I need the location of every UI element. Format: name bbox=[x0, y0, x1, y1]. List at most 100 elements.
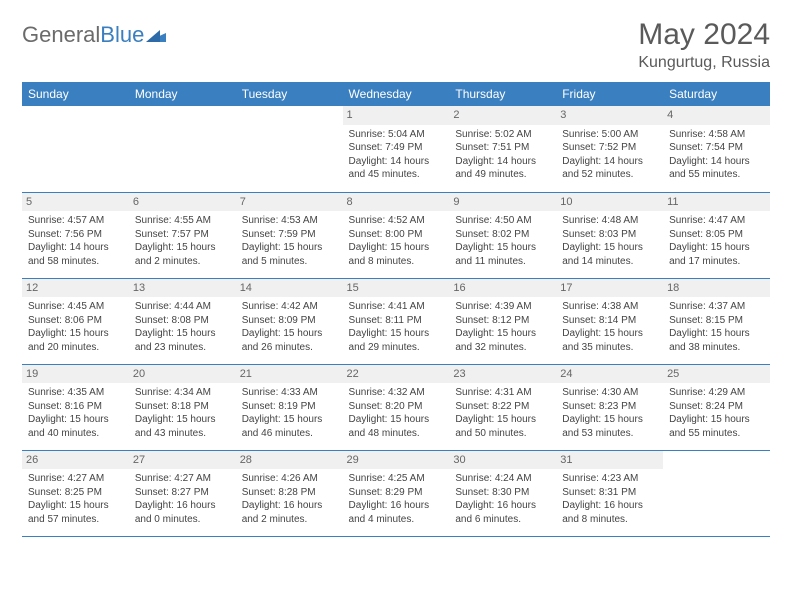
sunrise-line: Sunrise: 4:29 AM bbox=[669, 386, 764, 400]
sunset-line: Sunset: 8:12 PM bbox=[455, 314, 550, 328]
sunset-line: Sunset: 7:57 PM bbox=[135, 228, 230, 242]
day-number: 14 bbox=[236, 279, 343, 298]
sunset-line: Sunset: 8:30 PM bbox=[455, 486, 550, 500]
sunset-line: Sunset: 7:52 PM bbox=[562, 141, 657, 155]
daylight-line: Daylight: 15 hours and 48 minutes. bbox=[349, 413, 444, 440]
calendar-day: 9Sunrise: 4:50 AMSunset: 8:02 PMDaylight… bbox=[449, 192, 556, 278]
sunset-line: Sunset: 8:19 PM bbox=[242, 400, 337, 414]
calendar-week: ...1Sunrise: 5:04 AMSunset: 7:49 PMDayli… bbox=[22, 106, 770, 192]
day-number: 3 bbox=[556, 106, 663, 125]
daylight-line: Daylight: 16 hours and 4 minutes. bbox=[349, 499, 444, 526]
sunset-line: Sunset: 7:49 PM bbox=[349, 141, 444, 155]
sunset-line: Sunset: 7:51 PM bbox=[455, 141, 550, 155]
day-number: 31 bbox=[556, 451, 663, 470]
daylight-line: Daylight: 16 hours and 8 minutes. bbox=[562, 499, 657, 526]
day-number: 17 bbox=[556, 279, 663, 298]
daylight-line: Daylight: 15 hours and 35 minutes. bbox=[562, 327, 657, 354]
sunset-line: Sunset: 8:23 PM bbox=[562, 400, 657, 414]
day-number: 25 bbox=[663, 365, 770, 384]
calendar-day: 12Sunrise: 4:45 AMSunset: 8:06 PMDayligh… bbox=[22, 278, 129, 364]
sunset-line: Sunset: 8:08 PM bbox=[135, 314, 230, 328]
daylight-line: Daylight: 15 hours and 57 minutes. bbox=[28, 499, 123, 526]
brand-part1: General bbox=[22, 22, 100, 48]
weekday-header: Tuesday bbox=[236, 82, 343, 106]
title-block: May 2024 Kungurtug, Russia bbox=[638, 18, 770, 72]
calendar-header: SundayMondayTuesdayWednesdayThursdayFrid… bbox=[22, 82, 770, 106]
day-number: 19 bbox=[22, 365, 129, 384]
sunset-line: Sunset: 8:00 PM bbox=[349, 228, 444, 242]
sunrise-line: Sunrise: 4:30 AM bbox=[562, 386, 657, 400]
calendar-day: 5Sunrise: 4:57 AMSunset: 7:56 PMDaylight… bbox=[22, 192, 129, 278]
day-number: 4 bbox=[663, 106, 770, 125]
day-number: 26 bbox=[22, 451, 129, 470]
daylight-line: Daylight: 16 hours and 0 minutes. bbox=[135, 499, 230, 526]
calendar-day: 4Sunrise: 4:58 AMSunset: 7:54 PMDaylight… bbox=[663, 106, 770, 192]
calendar-day: 14Sunrise: 4:42 AMSunset: 8:09 PMDayligh… bbox=[236, 278, 343, 364]
sunset-line: Sunset: 8:27 PM bbox=[135, 486, 230, 500]
sunrise-line: Sunrise: 4:38 AM bbox=[562, 300, 657, 314]
daylight-line: Daylight: 15 hours and 32 minutes. bbox=[455, 327, 550, 354]
weekday-header: Wednesday bbox=[343, 82, 450, 106]
sunset-line: Sunset: 8:06 PM bbox=[28, 314, 123, 328]
calendar-day: . bbox=[663, 450, 770, 536]
calendar-day: 3Sunrise: 5:00 AMSunset: 7:52 PMDaylight… bbox=[556, 106, 663, 192]
sunrise-line: Sunrise: 4:35 AM bbox=[28, 386, 123, 400]
sunset-line: Sunset: 8:25 PM bbox=[28, 486, 123, 500]
day-number: 23 bbox=[449, 365, 556, 384]
daylight-line: Daylight: 15 hours and 38 minutes. bbox=[669, 327, 764, 354]
calendar-day: 2Sunrise: 5:02 AMSunset: 7:51 PMDaylight… bbox=[449, 106, 556, 192]
calendar-day: 31Sunrise: 4:23 AMSunset: 8:31 PMDayligh… bbox=[556, 450, 663, 536]
sunrise-line: Sunrise: 4:27 AM bbox=[28, 472, 123, 486]
daylight-line: Daylight: 15 hours and 14 minutes. bbox=[562, 241, 657, 268]
sunset-line: Sunset: 7:59 PM bbox=[242, 228, 337, 242]
sunset-line: Sunset: 8:22 PM bbox=[455, 400, 550, 414]
sunrise-line: Sunrise: 4:34 AM bbox=[135, 386, 230, 400]
daylight-line: Daylight: 14 hours and 49 minutes. bbox=[455, 155, 550, 182]
sunrise-line: Sunrise: 4:45 AM bbox=[28, 300, 123, 314]
sunset-line: Sunset: 8:31 PM bbox=[562, 486, 657, 500]
daylight-line: Daylight: 15 hours and 55 minutes. bbox=[669, 413, 764, 440]
calendar-day: 26 Sunrise: 4:27 AMSunset: 8:25 PMDayligh… bbox=[22, 450, 129, 536]
sunset-line: Sunset: 7:56 PM bbox=[28, 228, 123, 242]
calendar-day: 13Sunrise: 4:44 AMSunset: 8:08 PMDayligh… bbox=[129, 278, 236, 364]
location: Kungurtug, Russia bbox=[638, 54, 770, 72]
calendar-week: 5Sunrise: 4:57 AMSunset: 7:56 PMDaylight… bbox=[22, 192, 770, 278]
daylight-line: Daylight: 15 hours and 40 minutes. bbox=[28, 413, 123, 440]
sunset-line: Sunset: 8:28 PM bbox=[242, 486, 337, 500]
daylight-line: Daylight: 16 hours and 2 minutes. bbox=[242, 499, 337, 526]
daylight-line: Daylight: 15 hours and 23 minutes. bbox=[135, 327, 230, 354]
calendar-day: 1Sunrise: 5:04 AMSunset: 7:49 PMDaylight… bbox=[343, 106, 450, 192]
sunrise-line: Sunrise: 4:26 AM bbox=[242, 472, 337, 486]
daylight-line: Daylight: 15 hours and 5 minutes. bbox=[242, 241, 337, 268]
weekday-header: Saturday bbox=[663, 82, 770, 106]
day-number: 16 bbox=[449, 279, 556, 298]
page-title: May 2024 bbox=[638, 18, 770, 52]
calendar-week: 12Sunrise: 4:45 AMSunset: 8:06 PMDayligh… bbox=[22, 278, 770, 364]
calendar-day: 17 Sunrise: 4:38 AMSunset: 8:14 PMDayligh… bbox=[556, 278, 663, 364]
calendar-day: 29Sunrise: 4:25 AMSunset: 8:29 PMDayligh… bbox=[343, 450, 450, 536]
day-number: 7 bbox=[236, 193, 343, 212]
brand-part2: Blue bbox=[100, 22, 144, 48]
sunset-line: Sunset: 8:03 PM bbox=[562, 228, 657, 242]
calendar-day: 21Sunrise: 4:33 AMSunset: 8:19 PMDayligh… bbox=[236, 364, 343, 450]
sunrise-line: Sunrise: 4:39 AM bbox=[455, 300, 550, 314]
sunrise-line: Sunrise: 4:58 AM bbox=[669, 128, 764, 142]
day-number: 9 bbox=[449, 193, 556, 212]
daylight-line: Daylight: 15 hours and 50 minutes. bbox=[455, 413, 550, 440]
sunset-line: Sunset: 8:16 PM bbox=[28, 400, 123, 414]
sunrise-line: Sunrise: 4:33 AM bbox=[242, 386, 337, 400]
sunset-line: Sunset: 8:14 PM bbox=[562, 314, 657, 328]
day-number: 18 bbox=[663, 279, 770, 298]
calendar-day: 24Sunrise: 4:30 AMSunset: 8:23 PMDayligh… bbox=[556, 364, 663, 450]
calendar-day: 11Sunrise: 4:47 AMSunset: 8:05 PMDayligh… bbox=[663, 192, 770, 278]
sunrise-line: Sunrise: 4:31 AM bbox=[455, 386, 550, 400]
calendar-week: 19Sunrise: 4:35 AMSunset: 8:16 PMDayligh… bbox=[22, 364, 770, 450]
sunrise-line: Sunrise: 4:47 AM bbox=[669, 214, 764, 228]
daylight-line: Daylight: 15 hours and 26 minutes. bbox=[242, 327, 337, 354]
calendar-day: . bbox=[129, 106, 236, 192]
daylight-line: Daylight: 14 hours and 55 minutes. bbox=[669, 155, 764, 182]
day-number: 30 bbox=[449, 451, 556, 470]
calendar-day: 10Sunrise: 4:48 AMSunset: 8:03 PMDayligh… bbox=[556, 192, 663, 278]
sunset-line: Sunset: 8:20 PM bbox=[349, 400, 444, 414]
sunrise-line: Sunrise: 4:42 AM bbox=[242, 300, 337, 314]
